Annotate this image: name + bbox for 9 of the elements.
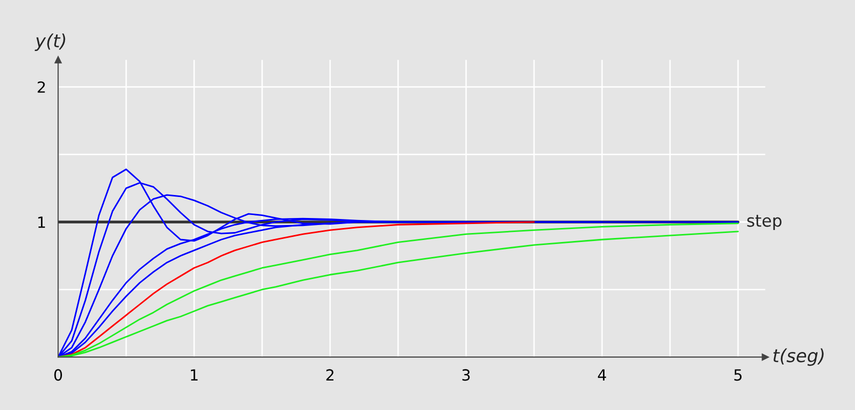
x-tick-label: 3: [462, 369, 470, 381]
x-tick-label: 0: [54, 369, 62, 381]
x-axis-title: t(seg): [773, 348, 824, 366]
y-axis-title: y(t): [34, 33, 66, 51]
x-tick-label: 2: [326, 369, 334, 381]
x-tick-label: 4: [598, 369, 606, 381]
x-tick-label: 1: [190, 369, 198, 381]
x-tick-label: 5: [734, 369, 742, 381]
series-label: step: [747, 214, 782, 230]
